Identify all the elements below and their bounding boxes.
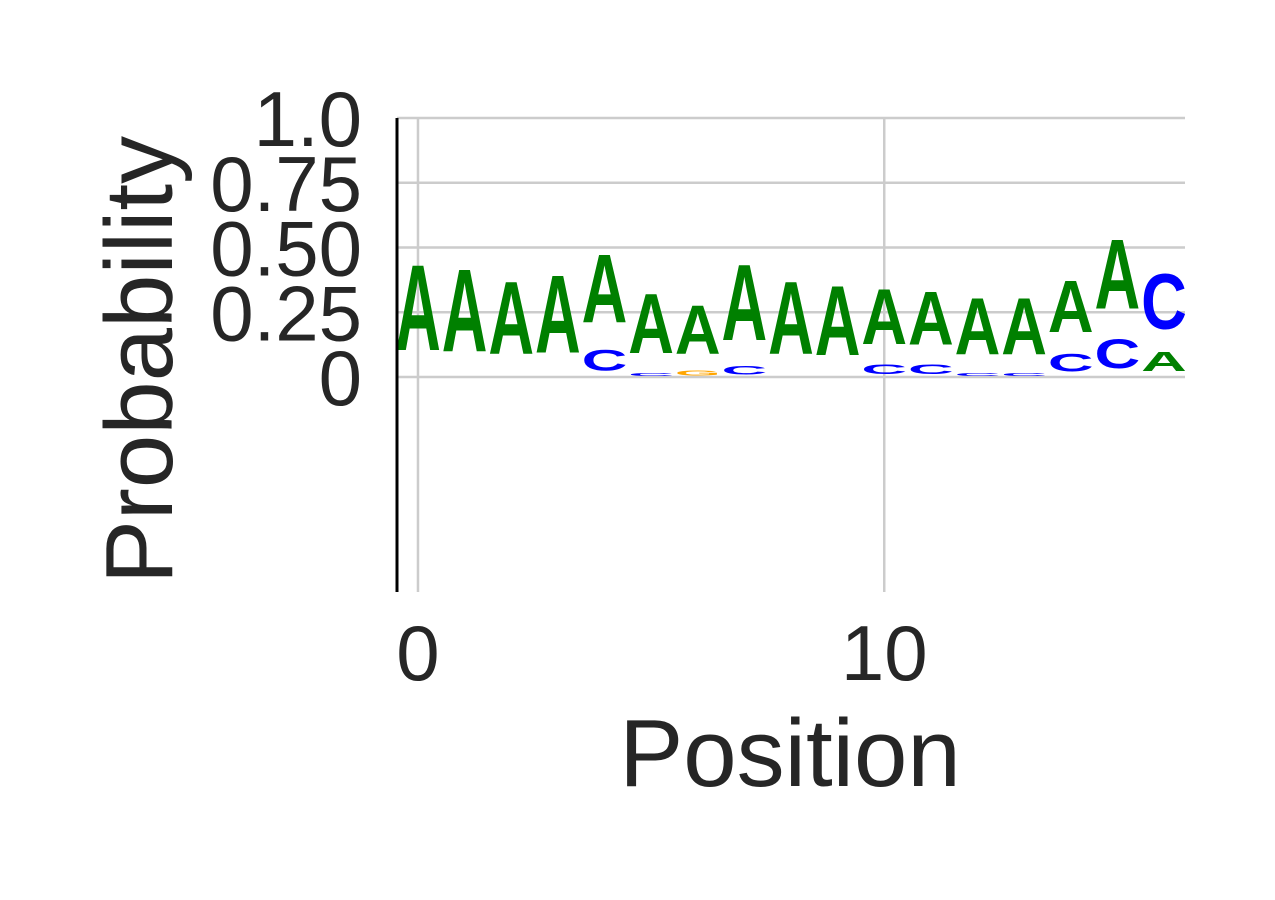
logo-letter-A-pos-4: A bbox=[582, 235, 628, 343]
x-tick-labels: 0 10 bbox=[396, 609, 927, 697]
y-tick-label: 0.50 bbox=[210, 205, 362, 293]
x-tick-label: 10 bbox=[841, 609, 928, 697]
y-tick-label: 1.0 bbox=[254, 75, 362, 163]
logo-letter-A-pos-2: A bbox=[488, 261, 534, 377]
logo-letter-A-pos-5: A bbox=[628, 276, 674, 372]
logo-letter-C-pos-12: C bbox=[955, 372, 1001, 377]
y-tick-label: 0.75 bbox=[210, 140, 362, 228]
y-tick-labels: 1.00.750.500.250 bbox=[210, 75, 362, 422]
logo-letter-A-pos-11: A bbox=[908, 276, 954, 361]
logo-letter-C-pos-10: C bbox=[861, 362, 907, 377]
logo-letter-G-pos-6: G bbox=[675, 369, 721, 377]
logo-letter-A-pos-9: A bbox=[815, 266, 861, 377]
logo-letter-A-pos-13: A bbox=[1001, 282, 1047, 372]
logo-letter-A-pos-6: A bbox=[675, 292, 721, 369]
logo-letter-A-pos-8: A bbox=[768, 261, 814, 377]
logo-letter-A-pos-3: A bbox=[535, 253, 581, 377]
logo-letter-C-pos-13: C bbox=[1001, 372, 1047, 377]
logo-letter-A-pos-10: A bbox=[861, 274, 907, 362]
y-tick-label: 0 bbox=[319, 334, 362, 422]
logo-letter-C-pos-5: C bbox=[628, 372, 674, 377]
logo-letter-C-pos-16: C bbox=[1141, 258, 1187, 346]
logo-letter-A-pos-7: A bbox=[722, 241, 768, 363]
logo-letter-C-pos-15: C bbox=[1095, 331, 1141, 377]
y-tick-label: 0.25 bbox=[210, 269, 362, 357]
grid-layer bbox=[397, 116, 1185, 592]
logo-letter-A-pos-12: A bbox=[955, 282, 1001, 372]
x-axis-title: Position bbox=[619, 700, 961, 807]
logo-letter-A-pos-1: A bbox=[442, 245, 488, 377]
logo-letter-C-pos-4: C bbox=[582, 344, 628, 377]
logo-letter-C-pos-11: C bbox=[908, 362, 954, 377]
logo-letter-C-pos-7: C bbox=[722, 364, 768, 377]
logo-letter-C-pos-14: C bbox=[1048, 349, 1094, 377]
logo-letter-A-pos-16: A bbox=[1141, 346, 1187, 377]
logo-letter-A-pos-0: A bbox=[395, 239, 441, 376]
y-axis-title: Probability bbox=[86, 136, 193, 584]
logo-letter-A-pos-14: A bbox=[1048, 266, 1094, 349]
x-tick-label: 0 bbox=[396, 609, 439, 697]
logo-letter-A-pos-15: A bbox=[1095, 219, 1141, 330]
